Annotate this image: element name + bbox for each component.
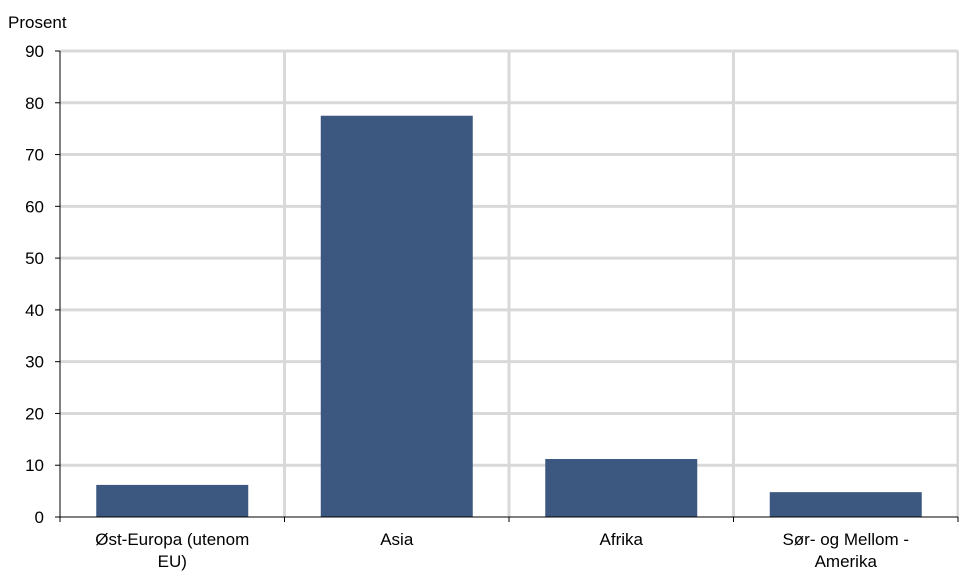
y-tick-label: 10 <box>25 456 44 475</box>
y-tick-label: 20 <box>25 404 44 423</box>
grid <box>60 49 959 517</box>
y-tick-label: 50 <box>25 249 44 268</box>
bar-2 <box>545 459 698 517</box>
y-tick-label: 30 <box>25 353 44 372</box>
bar-3 <box>769 492 922 517</box>
y-tick-label: 60 <box>25 197 44 216</box>
x-tick-label-2: Afrika <box>600 530 644 549</box>
y-axis-label: Prosent <box>8 13 67 32</box>
bars <box>96 115 922 517</box>
x-tick-label-1: Asia <box>380 530 414 549</box>
y-tick-label: 90 <box>25 42 44 61</box>
x-tick-label-0: Øst-Europa (utenom EU) <box>95 530 249 571</box>
bar-1 <box>320 115 473 517</box>
y-tick-label: 0 <box>35 508 44 527</box>
y-tick-label: 40 <box>25 301 44 320</box>
bar-0 <box>96 484 249 517</box>
x-tick-label-3: Sør- og Mellom -Amerika <box>782 530 909 571</box>
y-tick-label: 70 <box>25 146 44 165</box>
axes <box>55 50 959 522</box>
y-tick-label: 80 <box>25 94 44 113</box>
tick-labels: 0 10 20 30 40 50 60 70 80 90 Øst-Europa (utenom EU)… <box>25 42 909 571</box>
